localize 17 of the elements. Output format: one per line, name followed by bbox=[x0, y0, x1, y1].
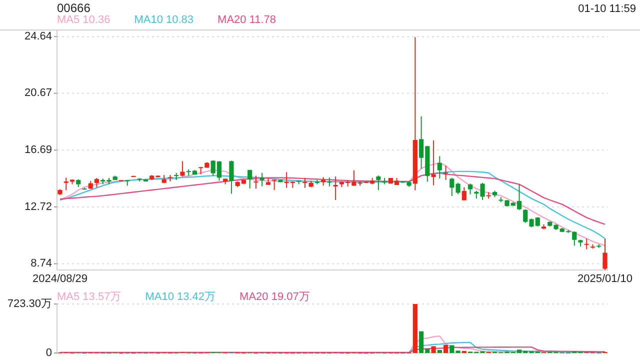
text: MA10 10.83 bbox=[134, 14, 194, 26]
text: MA10 13.42万 bbox=[145, 291, 216, 303]
text: MA20 19.07万 bbox=[240, 291, 310, 303]
text: MA5 10.36 bbox=[57, 14, 110, 26]
y-tick-label: 8.74 bbox=[30, 258, 52, 270]
chart-title: 00666 bbox=[57, 1, 91, 15]
y-tick-label: 24.64 bbox=[24, 30, 52, 42]
x-tick-label: 2024/08/29 bbox=[32, 273, 88, 285]
y-tick-label: 723.30万 bbox=[7, 298, 52, 310]
y-tick-label: 16.69 bbox=[24, 144, 52, 156]
y-tick-label: 20.67 bbox=[24, 87, 52, 100]
text: MA20 11.78 bbox=[218, 14, 276, 26]
text: MA5 13.57万 bbox=[57, 291, 122, 303]
text: 01-10 11:59 bbox=[578, 3, 636, 15]
y-tick-label: 0 bbox=[46, 346, 52, 359]
x-tick-label: 2025/01/10 bbox=[577, 273, 633, 285]
y-tick-label: 12.72 bbox=[24, 200, 52, 213]
